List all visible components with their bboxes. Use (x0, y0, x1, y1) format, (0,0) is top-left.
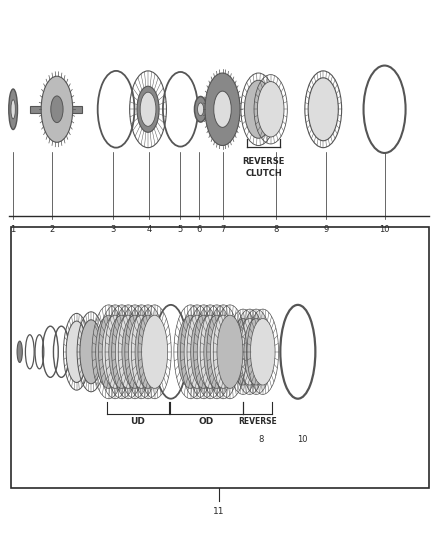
Text: CLUTCH: CLUTCH (246, 169, 282, 179)
Ellipse shape (308, 78, 338, 141)
Ellipse shape (102, 315, 128, 389)
Ellipse shape (237, 319, 262, 385)
Ellipse shape (80, 320, 102, 384)
Ellipse shape (128, 315, 155, 389)
Text: 10: 10 (297, 435, 307, 445)
Ellipse shape (109, 315, 135, 389)
Ellipse shape (11, 100, 15, 119)
Ellipse shape (9, 89, 18, 130)
Text: 5: 5 (178, 225, 183, 235)
Ellipse shape (51, 96, 63, 123)
Ellipse shape (244, 80, 272, 138)
Text: 6: 6 (197, 225, 202, 235)
Text: 8: 8 (273, 225, 279, 235)
Text: UD: UD (131, 417, 145, 426)
Ellipse shape (258, 82, 284, 137)
Ellipse shape (184, 315, 210, 389)
Text: 1: 1 (11, 225, 16, 235)
Ellipse shape (204, 315, 230, 389)
Bar (11, 227, 429, 488)
Ellipse shape (137, 86, 159, 132)
Text: 2: 2 (49, 225, 54, 235)
Ellipse shape (217, 315, 243, 389)
Text: 10: 10 (379, 225, 390, 235)
Ellipse shape (205, 73, 240, 146)
Text: 7: 7 (220, 225, 225, 235)
Ellipse shape (231, 319, 255, 385)
Ellipse shape (66, 321, 87, 383)
Text: OD: OD (199, 417, 214, 426)
Ellipse shape (197, 315, 223, 389)
Ellipse shape (194, 96, 207, 122)
Text: 4: 4 (146, 225, 152, 235)
Ellipse shape (214, 91, 231, 127)
Ellipse shape (135, 315, 161, 389)
Text: REVERSE: REVERSE (238, 417, 277, 426)
Bar (30, 106, 82, 113)
Text: REVERSE: REVERSE (243, 157, 285, 166)
Ellipse shape (244, 319, 268, 385)
Ellipse shape (177, 315, 204, 389)
Ellipse shape (122, 315, 148, 389)
Ellipse shape (191, 315, 217, 389)
Text: 3: 3 (110, 225, 116, 235)
Ellipse shape (210, 315, 237, 389)
Ellipse shape (141, 315, 168, 389)
Ellipse shape (41, 76, 73, 142)
Text: 11: 11 (213, 507, 225, 516)
Text: 9: 9 (324, 225, 329, 235)
Ellipse shape (95, 315, 122, 389)
Ellipse shape (198, 103, 204, 116)
Ellipse shape (251, 319, 275, 385)
Text: 8: 8 (258, 435, 263, 445)
Ellipse shape (140, 92, 156, 126)
Ellipse shape (115, 315, 141, 389)
Ellipse shape (17, 341, 22, 362)
